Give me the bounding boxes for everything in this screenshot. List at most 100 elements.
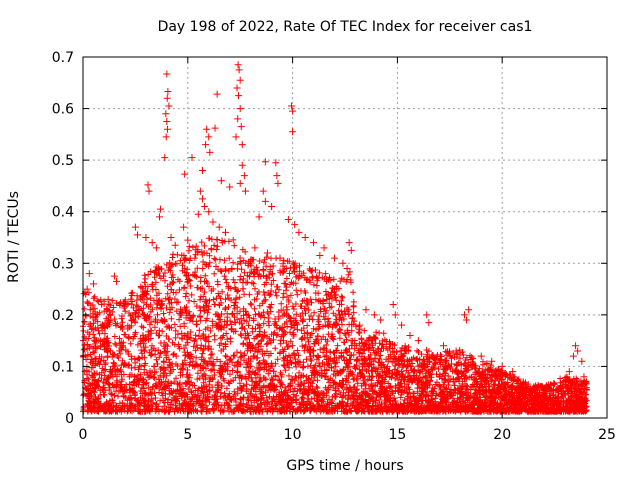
roti-point	[425, 319, 433, 327]
roti-point	[194, 210, 202, 218]
roti-point	[530, 383, 538, 391]
roti-point	[391, 311, 399, 319]
roti-point	[553, 386, 561, 394]
roti-point	[460, 311, 468, 319]
roti-point	[236, 76, 244, 84]
y-tick-label: 0.5	[52, 153, 74, 169]
roti-point	[152, 244, 160, 252]
roti-point	[163, 70, 171, 78]
roti-point	[291, 221, 299, 229]
roti-point	[180, 223, 188, 231]
roti-point	[237, 123, 245, 131]
roti-point	[226, 183, 234, 191]
roti-point	[181, 170, 189, 178]
roti-point	[201, 203, 209, 211]
roti-point	[261, 158, 269, 166]
roti-point	[163, 125, 171, 133]
roti-point	[234, 61, 242, 69]
roti-point	[509, 368, 517, 376]
roti-point	[235, 66, 243, 74]
roti-point	[213, 90, 221, 98]
roti-point	[222, 228, 230, 236]
roti-point	[331, 254, 339, 262]
roti-point	[289, 107, 297, 115]
roti-point	[236, 179, 244, 187]
roti-point	[233, 84, 241, 92]
roti-point	[343, 264, 351, 272]
roti-point	[240, 172, 248, 180]
roti-point	[347, 246, 355, 254]
roti-point	[85, 270, 93, 278]
roti-point	[263, 249, 271, 257]
roti-point	[274, 179, 282, 187]
roti-point	[284, 215, 292, 223]
roti-point	[370, 311, 378, 319]
roti-point	[188, 154, 196, 162]
roti-point	[477, 352, 485, 360]
data-points	[80, 61, 590, 415]
roti-point	[572, 342, 580, 350]
roti-point	[423, 311, 431, 319]
roti-point	[488, 357, 496, 365]
roti-point	[272, 159, 280, 167]
y-tick-label: 0.1	[52, 359, 74, 375]
roti-point	[184, 236, 192, 244]
roti-point	[398, 321, 406, 329]
roti-point	[202, 141, 210, 149]
roti-point	[163, 117, 171, 125]
roti-point	[540, 388, 548, 396]
y-axis-label: ROTI / TECUs	[6, 191, 22, 283]
roti-point	[463, 316, 471, 324]
roti-point	[144, 181, 152, 189]
roti-point	[310, 239, 318, 247]
roti-point	[406, 331, 414, 339]
roti-point	[104, 295, 112, 303]
x-axis-label: GPS time / hours	[286, 458, 403, 474]
roti-point	[203, 125, 211, 133]
roti-point	[389, 301, 397, 309]
roti-point	[452, 347, 460, 355]
roti-point	[133, 231, 141, 239]
roti-point	[161, 154, 169, 162]
roti-point	[276, 254, 284, 262]
y-tick-label: 0.7	[52, 50, 74, 66]
roti-point	[345, 239, 353, 247]
roti-point	[241, 187, 249, 195]
roti-point	[414, 337, 422, 345]
roti-point	[211, 124, 219, 132]
roti-point	[110, 272, 118, 280]
y-tick-label: 0.4	[52, 205, 74, 221]
roti-point	[580, 373, 588, 381]
roti-point	[142, 234, 150, 241]
roti-point	[162, 110, 170, 118]
roti-point	[167, 234, 175, 241]
roti-point	[232, 133, 240, 141]
roti-point	[131, 223, 139, 231]
roti-point	[569, 352, 577, 360]
roti-point	[268, 203, 276, 211]
roti-point	[339, 259, 347, 267]
roti-point	[362, 306, 370, 314]
axis-ticks: 0 5 10 15 20 25 0 0.1 0.2 0.3 0.4 0.5 0.6 0.7	[52, 50, 616, 443]
roti-point	[235, 92, 243, 100]
roti-point	[215, 223, 223, 231]
roti-point	[565, 368, 573, 376]
x-tick-label: 5	[183, 427, 192, 443]
roti-point	[519, 378, 527, 386]
roti-point	[198, 166, 206, 174]
roti-point	[164, 88, 172, 96]
roti-point	[238, 141, 246, 149]
roti-point	[171, 241, 179, 249]
roti-point	[83, 285, 91, 293]
roti-point	[205, 208, 213, 216]
roti-point	[165, 102, 173, 110]
y-tick-label: 0.3	[52, 256, 74, 272]
plot-frame	[82, 56, 608, 419]
roti-point	[295, 228, 303, 236]
roti-point	[251, 244, 259, 252]
roti-point	[162, 133, 170, 141]
roti-point	[255, 213, 263, 221]
x-tick-label: 0	[79, 427, 88, 443]
roti-point	[148, 239, 156, 247]
roti-point	[157, 205, 165, 213]
